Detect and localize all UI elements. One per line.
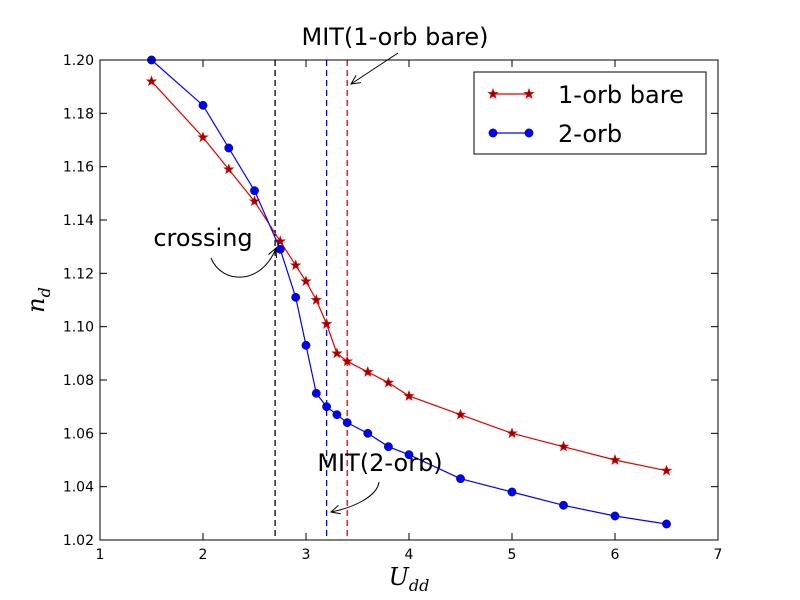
data-point — [342, 418, 352, 428]
data-point — [557, 440, 570, 452]
y-tick-label: 1.20 — [63, 53, 94, 69]
data-point — [403, 390, 415, 401]
data-point — [610, 511, 620, 521]
y-tick-label: 1.04 — [63, 480, 94, 496]
y-tick-label: 1.10 — [63, 320, 94, 336]
data-point — [275, 244, 285, 254]
axis-ticks: 1 2 3 4 5 6 7 1.02 1.04 1.06 1.08 1.10 1.12 1.14 1.16 1… — [63, 53, 723, 563]
data-point — [404, 450, 414, 460]
y-tick-label: 1.06 — [63, 426, 94, 442]
legend-marker — [487, 88, 499, 99]
data-point — [223, 163, 235, 175]
data-point — [320, 318, 333, 329]
data-point — [362, 366, 374, 377]
data-point — [331, 347, 343, 359]
annotation-mit-1-orb: MIT(1-orb bare) — [301, 23, 488, 51]
data-point — [506, 427, 518, 439]
data-point — [382, 376, 395, 388]
data-point — [456, 474, 465, 484]
y-tick-label: 1.02 — [63, 533, 94, 549]
data-point — [198, 100, 208, 110]
legend: 1-orb bare 2-orb — [473, 71, 707, 155]
arrow-mit-2-orb — [330, 481, 380, 513]
legend-marker — [488, 128, 498, 138]
arrow-head — [268, 246, 277, 259]
x-axis-label: Udd — [389, 563, 430, 595]
annotation-arrows — [210, 52, 399, 515]
x-tick-label: 1 — [96, 547, 105, 563]
y-tick-label: 1.16 — [63, 160, 94, 176]
legend-label: 1-orb bare — [558, 81, 684, 109]
data-point — [311, 388, 321, 398]
data-point — [322, 402, 331, 412]
data-point — [301, 340, 311, 350]
data-point — [363, 428, 373, 438]
data-point — [559, 500, 568, 510]
reference-lines — [274, 60, 348, 540]
data-point — [662, 519, 671, 529]
x-tick-label: 6 — [611, 547, 620, 563]
y-axis-label: nd — [22, 287, 54, 313]
annotation-crossing: crossing — [153, 224, 252, 252]
data-point — [310, 294, 322, 305]
data-series — [145, 55, 673, 529]
data-point — [145, 75, 158, 87]
x-tick-label: 2 — [199, 547, 208, 563]
data-point — [291, 292, 301, 302]
annotation-mit-2-orb: MIT(2-orb) — [317, 449, 442, 477]
y-tick-label: 1.12 — [63, 266, 94, 282]
series-0 — [145, 75, 673, 476]
data-point — [224, 143, 234, 153]
legend-marker — [523, 88, 535, 99]
data-point — [274, 235, 286, 247]
data-point — [250, 186, 259, 196]
data-point — [341, 355, 353, 367]
x-tick-label: 5 — [508, 547, 517, 563]
data-point — [290, 259, 302, 271]
legend-box — [473, 71, 707, 155]
data-point — [454, 408, 467, 420]
arrow-crossing — [210, 247, 277, 278]
data-point — [507, 487, 517, 497]
y-tick-label: 1.18 — [63, 106, 94, 122]
arrow-mit-1-orb — [350, 52, 399, 85]
y-tick-label: 1.14 — [63, 213, 94, 229]
arrow-head — [329, 504, 341, 515]
data-point — [609, 454, 621, 465]
y-tick-label: 1.08 — [63, 373, 94, 389]
legend-label: 2-orb — [558, 120, 622, 148]
data-point — [197, 131, 209, 143]
legend-marker — [524, 128, 534, 138]
data-point — [383, 442, 393, 452]
legend-item-1: 2-orb — [488, 120, 622, 148]
x-tick-label: 3 — [302, 547, 311, 563]
data-point — [660, 464, 673, 476]
arrow-head — [350, 75, 361, 85]
x-tick-label: 4 — [405, 547, 414, 563]
x-tick-label: 7 — [714, 547, 723, 563]
data-point — [332, 410, 342, 420]
legend-item-0: 1-orb bare — [487, 81, 684, 109]
data-point — [300, 275, 312, 287]
series-1 — [147, 55, 671, 529]
